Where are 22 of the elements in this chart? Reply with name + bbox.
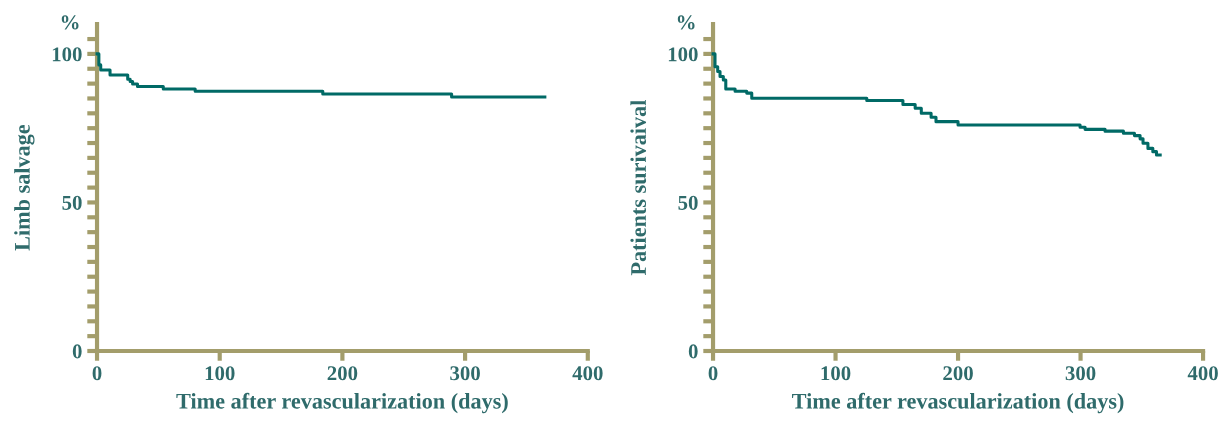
x-tick-label: 100 <box>821 366 851 381</box>
x-tick-label: 0 <box>708 366 718 381</box>
x-axis-title: Time after revascularization (days) <box>176 392 508 414</box>
y-tick-label: 50 <box>678 195 698 210</box>
x-tick-label: 200 <box>327 366 358 381</box>
x-tick-label: 200 <box>943 366 973 381</box>
x-tick-label: 400 <box>572 366 603 381</box>
x-tick-label: 100 <box>205 366 235 381</box>
x-tick-label: 400 <box>1187 366 1218 381</box>
y-tick-label: 0 <box>72 344 82 359</box>
x-tick-label: 300 <box>1065 366 1096 381</box>
y-tick-label: 100 <box>668 47 698 62</box>
y-tick-label: 50 <box>62 195 82 210</box>
y-axis-title: Patients surivaival <box>630 100 647 276</box>
y-tick-label: 100 <box>52 47 82 62</box>
y-tick-label: 0 <box>688 344 698 359</box>
text: % <box>61 15 79 30</box>
x-tick-label: 300 <box>450 366 480 381</box>
text: % <box>677 15 695 30</box>
x-axis-title: Time after revascularization (days) <box>792 392 1124 414</box>
x-tick-label: 0 <box>92 366 102 381</box>
y-axis-title: Limb salvage <box>14 124 35 251</box>
